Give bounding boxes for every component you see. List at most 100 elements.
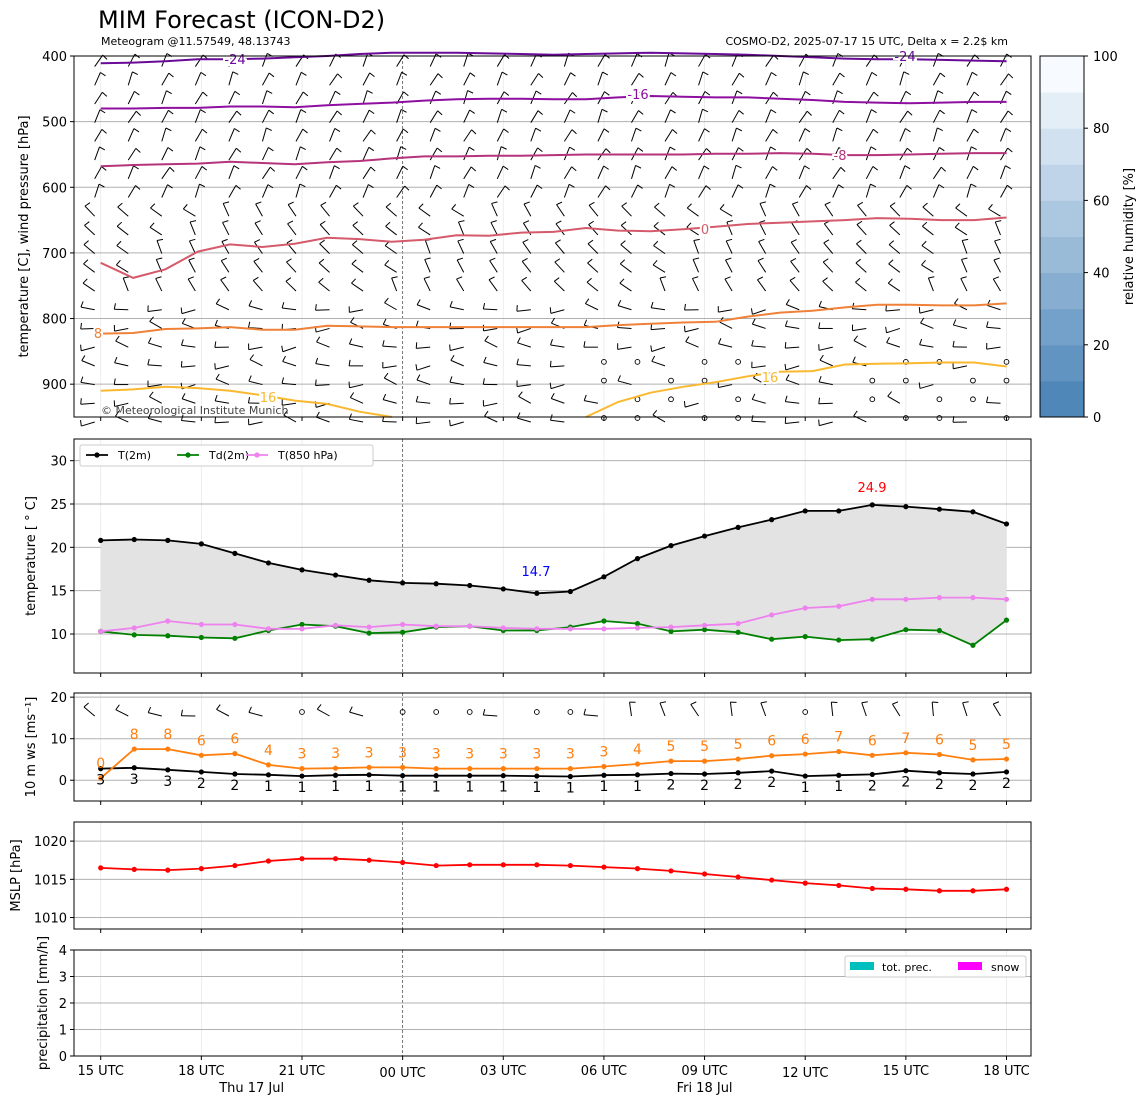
wind-barb — [518, 391, 532, 404]
y-tick-label: 900 — [42, 378, 67, 393]
data-point — [634, 621, 641, 627]
data-point — [299, 766, 305, 772]
wind-barb — [952, 319, 968, 329]
data-point — [1003, 769, 1010, 775]
barb-flag — [522, 239, 529, 243]
wind-barb — [194, 71, 207, 86]
data-point — [332, 772, 339, 778]
wind-barb — [932, 72, 946, 86]
data-point — [567, 766, 573, 772]
barb-staff — [318, 281, 330, 292]
barb-flag — [587, 258, 593, 264]
barb-flag — [1005, 127, 1012, 133]
wind-barb — [1000, 127, 1012, 142]
barb-flag — [554, 258, 561, 263]
barb-flag — [437, 73, 443, 79]
barb-flag — [402, 128, 409, 134]
wind-barb — [992, 276, 1001, 292]
y-tick-label: 1015 — [34, 873, 67, 888]
calm-circle — [634, 415, 641, 421]
barb-staff — [194, 91, 204, 105]
wind-barb — [433, 709, 440, 715]
barb-staff — [563, 109, 571, 123]
barb-staff — [115, 340, 129, 348]
barb-flag — [80, 376, 84, 383]
barb-flag — [348, 338, 353, 345]
wind-barb — [94, 146, 106, 161]
barb-staff — [753, 377, 766, 386]
barb-flag — [617, 299, 622, 306]
wind-barb — [757, 257, 767, 273]
wind-barb — [281, 345, 297, 353]
barb-flag — [168, 72, 174, 78]
mean-wind-label: 1 — [633, 779, 642, 795]
barb-staff — [451, 208, 464, 217]
wind-barb — [784, 342, 800, 349]
barb-staff — [317, 708, 330, 717]
calm-circle — [601, 359, 607, 365]
barb-flag — [266, 127, 273, 131]
barb-flag — [132, 71, 139, 76]
data-point — [366, 772, 372, 778]
barb-staff — [966, 72, 973, 86]
wind-barb — [530, 90, 542, 105]
data-point — [701, 871, 708, 877]
wind-barb — [391, 276, 398, 292]
barb-flag — [415, 364, 418, 371]
y-tick-label: 0 — [59, 774, 67, 789]
barb-flag — [550, 392, 555, 399]
barb-flag — [149, 222, 155, 228]
isotherm-line — [100, 302, 1007, 335]
wind-barb — [362, 146, 375, 161]
data-point — [400, 629, 406, 635]
barb-staff — [127, 71, 133, 86]
barb-flag — [80, 419, 82, 427]
mean-wind-label: 1 — [566, 780, 575, 796]
barb-staff — [248, 711, 263, 717]
data-point — [131, 765, 137, 771]
gust-label: 4 — [264, 743, 273, 759]
wind-barb — [449, 419, 464, 427]
data-point — [165, 767, 171, 773]
wind-barb — [823, 239, 834, 254]
barb-flag — [702, 108, 709, 113]
barb-flag — [905, 128, 911, 133]
wind-barb — [932, 109, 945, 123]
wind-barb — [80, 419, 95, 427]
barb-staff — [629, 702, 632, 717]
barb-flag — [220, 276, 227, 281]
wind-barb — [319, 220, 330, 236]
wind-barb — [588, 220, 599, 236]
barb-flag — [856, 220, 863, 225]
barb-staff — [653, 245, 666, 255]
wind-barb — [228, 184, 241, 198]
wind-barb — [281, 377, 297, 386]
data-point — [735, 524, 741, 531]
barb-staff — [617, 305, 632, 311]
data-point — [802, 634, 808, 640]
legend-label: T(2m) — [117, 449, 151, 462]
barb-staff — [550, 365, 565, 368]
wind-barb — [888, 259, 901, 273]
barb-flag — [232, 71, 239, 75]
wind-barb — [482, 708, 498, 717]
wind-barb — [429, 110, 443, 123]
wind-barb — [424, 238, 432, 254]
wind-barb — [450, 354, 464, 367]
barb-flag — [353, 202, 359, 207]
barb-staff — [920, 322, 934, 329]
barb-staff — [693, 240, 700, 254]
wind-barb — [750, 308, 766, 315]
wind-barb — [685, 336, 699, 348]
barb-flag — [83, 259, 89, 265]
barb-staff — [483, 714, 498, 717]
wind-barb — [550, 392, 565, 404]
wind-barb — [228, 71, 239, 86]
data-point — [165, 633, 171, 639]
barb-flag — [352, 240, 358, 246]
wind-barb — [418, 222, 431, 236]
barb-staff — [597, 128, 605, 142]
barb-staff — [385, 225, 397, 236]
wind-barb — [889, 221, 901, 236]
gust-label: 6 — [197, 733, 206, 749]
